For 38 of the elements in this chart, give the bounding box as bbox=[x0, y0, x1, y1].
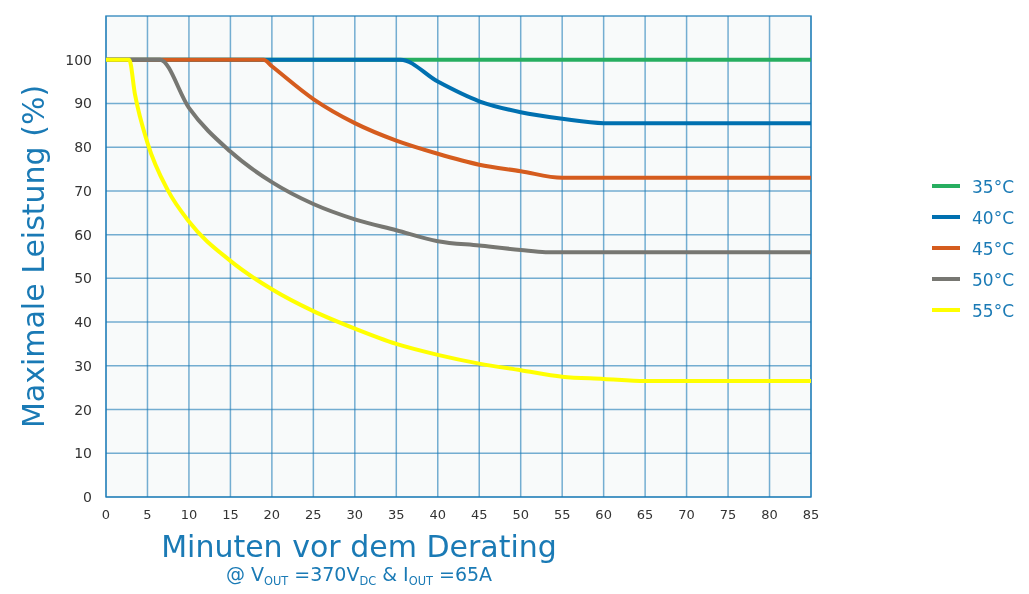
y-tick-label: 90 bbox=[74, 95, 92, 112]
x-tick-label: 75 bbox=[719, 507, 737, 522]
line-series bbox=[104, 57, 813, 384]
text: @ V$_{OUT}$=370V$_{DC}$ & I$_{OUT}$=65A bbox=[225, 563, 493, 588]
y-tick-label: 10 bbox=[74, 445, 92, 462]
y-tick-label: 0 bbox=[83, 489, 92, 505]
legend-label: 55°C bbox=[972, 301, 1015, 321]
x-tick-label: 20 bbox=[263, 507, 281, 522]
x-tick-label: 10 bbox=[180, 507, 198, 522]
x-tick-label: 40 bbox=[429, 507, 447, 522]
x-tick-label: 85 bbox=[802, 507, 820, 522]
x-tick-label: 65 bbox=[636, 507, 654, 522]
x-tick-label: 15 bbox=[222, 507, 239, 522]
x-tick-label: 50 bbox=[512, 507, 529, 522]
x-axis-title: Minuten vor dem Derating bbox=[161, 529, 557, 564]
x-tick-label: 70 bbox=[678, 507, 695, 522]
y-tick-label: 70 bbox=[74, 182, 92, 199]
y-axis-title: Maximale Leistung (%) bbox=[16, 84, 51, 429]
y-tick-label: 100 bbox=[65, 51, 92, 68]
legend-label: 50°C bbox=[972, 270, 1015, 290]
x-tick-label: 0 bbox=[101, 507, 111, 522]
y-tick-label: 30 bbox=[74, 357, 92, 374]
x-tick-label: 30 bbox=[346, 507, 364, 522]
legend-label: 40°C bbox=[972, 208, 1015, 228]
y-tick-label: 20 bbox=[74, 401, 92, 418]
x-tick-label: 60 bbox=[595, 507, 612, 522]
y-tick-label: 60 bbox=[74, 226, 92, 243]
x-tick-label: 55 bbox=[553, 507, 571, 522]
x-tick-label: 25 bbox=[305, 507, 322, 522]
y-tick-label: 50 bbox=[74, 270, 92, 287]
legend-label: 45°C bbox=[972, 239, 1015, 259]
legend-label: 35°C bbox=[972, 177, 1015, 197]
x-tick-label: 35 bbox=[388, 507, 405, 522]
x-tick-label: 5 bbox=[143, 507, 152, 522]
y-tick-label: 40 bbox=[74, 314, 92, 331]
y-tick-label: 80 bbox=[74, 139, 92, 156]
x-tick-label: 45 bbox=[470, 507, 488, 522]
x-tick-label: 80 bbox=[761, 507, 778, 522]
